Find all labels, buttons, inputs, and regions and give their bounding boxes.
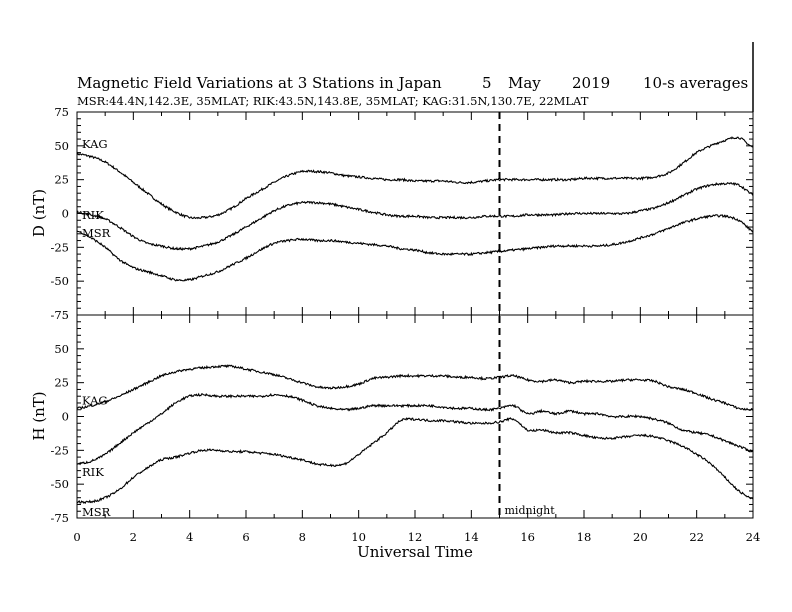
x-tick-label: 22 [689,530,704,544]
station-label-msr: MSR [82,226,111,240]
h-station-labels: KAG RIK MSR [82,393,111,518]
station-label-rik: RIK [82,208,104,222]
x-tick-label: 2 [130,530,137,544]
d-y-axis: 75 50 25 0 -25 -50 -75 [50,105,753,322]
d-series-group [76,136,754,282]
x-tick-label: 16 [520,530,535,544]
series-rik-h [76,392,754,466]
y-tick-label: 50 [54,139,69,153]
h-y-axis: 50 25 0 -25 -50 -75 [50,314,753,525]
y-tick-label: 0 [62,207,69,221]
midnight-label: midnight [505,504,556,517]
series-msr-h [76,417,754,505]
series-rik-d [76,181,754,251]
x-tick-label: 6 [242,530,249,544]
station-label-rik: RIK [82,465,104,479]
chart-title-day: 5 [482,74,492,92]
h-axis-label: H (nT) [30,391,48,440]
y-tick-label: 0 [62,410,69,424]
y-tick-label: -75 [50,511,69,525]
d-station-labels: KAG RIK MSR [82,137,111,240]
x-tick-label: 20 [633,530,648,544]
x-axis: 0 2 4 6 8 10 12 14 16 18 20 22 24 [73,112,760,544]
chart-title-month: May [508,74,541,92]
d-axis-label: D (nT) [30,189,48,237]
h-series-group [76,364,754,505]
y-tick-label: -50 [50,274,69,288]
x-tick-label: 12 [408,530,423,544]
station-label-kag: KAG [82,393,108,407]
y-tick-label: 75 [54,105,69,119]
y-tick-label: 25 [54,376,69,390]
chart-title: Magnetic Field Variations at 3 Stations … [77,74,442,92]
y-tick-label: -50 [50,477,69,491]
station-label-kag: KAG [82,137,108,151]
x-tick-label: 14 [464,530,479,544]
y-tick-label: -25 [50,240,69,254]
y-tick-label: 25 [54,173,69,187]
chart-subtitle: MSR:44.4N,142.3E, 35MLAT; RIK:43.5N,143.… [77,94,589,108]
x-tick-label: 10 [351,530,366,544]
y-tick-label: -25 [50,443,69,457]
h-panel: 50 25 0 -25 -50 -75 H (nT) KAG RIK MSR [30,314,754,525]
d-panel: 75 50 25 0 -25 -50 -75 D (nT) KAG RIK MSR [30,105,754,322]
x-axis-label: Universal Time [357,543,473,561]
series-kag-h [76,364,754,412]
x-tick-label: 8 [299,530,306,544]
chart-title-year: 2019 [572,74,610,92]
y-tick-label: -75 [50,308,69,322]
series-kag-d [76,136,754,220]
h-panel-frame [76,314,754,519]
y-tick-label: 50 [54,342,69,356]
x-tick-label: 4 [186,530,193,544]
chart-title-averages: 10-s averages [643,74,748,92]
series-msr-d [76,214,754,282]
x-tick-label: 18 [577,530,592,544]
x-tick-label: 0 [73,530,80,544]
station-label-msr: MSR [82,505,111,519]
x-tick-label: 24 [746,530,761,544]
